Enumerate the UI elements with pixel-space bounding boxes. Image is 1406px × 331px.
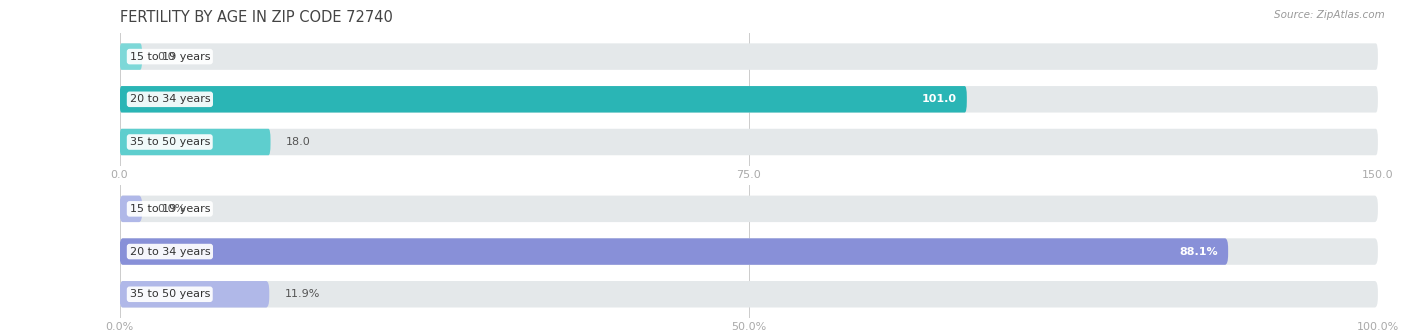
FancyBboxPatch shape [120, 281, 1378, 307]
Text: 0.0%: 0.0% [157, 204, 186, 214]
FancyBboxPatch shape [120, 86, 1378, 113]
Text: 35 to 50 years: 35 to 50 years [129, 137, 209, 147]
FancyBboxPatch shape [120, 129, 270, 155]
Text: 20 to 34 years: 20 to 34 years [129, 94, 211, 104]
Text: 15 to 19 years: 15 to 19 years [129, 204, 209, 214]
FancyBboxPatch shape [120, 196, 1378, 222]
FancyBboxPatch shape [120, 129, 1378, 155]
Text: 35 to 50 years: 35 to 50 years [129, 289, 209, 299]
Text: 20 to 34 years: 20 to 34 years [129, 247, 211, 257]
FancyBboxPatch shape [120, 43, 1378, 70]
Text: 0.0: 0.0 [157, 52, 174, 62]
FancyBboxPatch shape [120, 238, 1378, 265]
FancyBboxPatch shape [120, 238, 1227, 265]
Text: FERTILITY BY AGE IN ZIP CODE 72740: FERTILITY BY AGE IN ZIP CODE 72740 [120, 10, 392, 25]
Text: 101.0: 101.0 [922, 94, 956, 104]
Text: 88.1%: 88.1% [1180, 247, 1218, 257]
FancyBboxPatch shape [120, 281, 270, 307]
FancyBboxPatch shape [120, 86, 967, 113]
FancyBboxPatch shape [120, 196, 142, 222]
Text: 11.9%: 11.9% [284, 289, 319, 299]
Text: 15 to 19 years: 15 to 19 years [129, 52, 209, 62]
Text: Source: ZipAtlas.com: Source: ZipAtlas.com [1274, 10, 1385, 20]
FancyBboxPatch shape [120, 43, 142, 70]
Text: 18.0: 18.0 [285, 137, 311, 147]
